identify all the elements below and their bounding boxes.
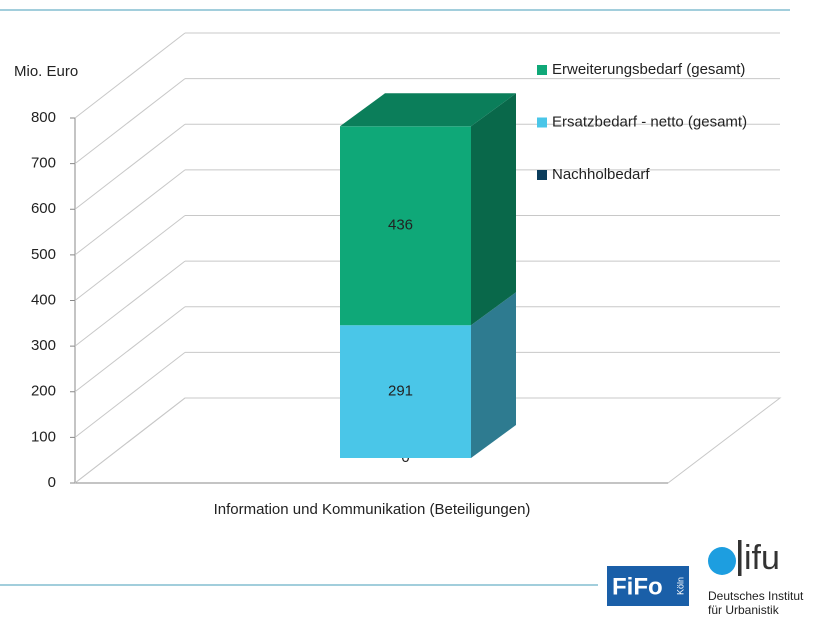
- legend-label: Ersatzbedarf - netto (gesamt): [552, 113, 747, 130]
- grid-line: [74, 169, 186, 256]
- bar-segment: [340, 325, 471, 458]
- grid-line: [74, 397, 186, 484]
- y-axis-title: Mio. Euro: [14, 63, 78, 80]
- grid-line: [74, 351, 186, 438]
- bar-segment: [340, 126, 471, 326]
- y-tick-label: 100: [31, 428, 56, 445]
- data-label: 436: [388, 217, 413, 234]
- difu-name: Deutsches Institut: [708, 589, 804, 603]
- grid-line: [74, 306, 186, 393]
- y-tick-label: 600: [31, 200, 56, 217]
- y-tick-label: 400: [31, 291, 56, 308]
- grid-line: [74, 215, 186, 301]
- legend-swatch: [537, 65, 547, 75]
- legend-label: Erweiterungsbedarf (gesamt): [552, 61, 745, 78]
- legend-swatch: [537, 170, 547, 180]
- difu-name: für Urbanistik: [708, 603, 780, 617]
- bar-side: [471, 292, 516, 458]
- y-tick-label: 500: [31, 246, 56, 263]
- fifo-logo: [607, 566, 689, 606]
- logos: FiFo Köln ifu Deutsches Institut für Urb…: [607, 539, 804, 617]
- grid-line: [74, 78, 186, 165]
- bar-side: [471, 93, 516, 326]
- grid-line: [74, 32, 186, 119]
- x-tick-label: Information und Kommunikation (Beteiligu…: [214, 501, 531, 518]
- grid-line: [74, 260, 186, 347]
- legend-label: Nachholbedarf: [552, 166, 650, 183]
- grid-line: [74, 123, 186, 210]
- y-tick-label: 0: [48, 474, 56, 491]
- fifo-text: FiFo: [612, 573, 663, 600]
- y-tick-label: 800: [31, 109, 56, 126]
- legend-swatch: [537, 117, 547, 128]
- difu-text: ifu: [744, 539, 780, 577]
- difu-stem: [738, 540, 742, 576]
- y-tick-label: 700: [31, 155, 56, 172]
- fifo-city: Köln: [675, 577, 685, 595]
- y-tick-label: 200: [31, 383, 56, 400]
- data-label: 291: [388, 383, 413, 400]
- y-tick-label: 300: [31, 337, 56, 354]
- difu-dot: [708, 547, 736, 575]
- bar-top: [340, 93, 516, 127]
